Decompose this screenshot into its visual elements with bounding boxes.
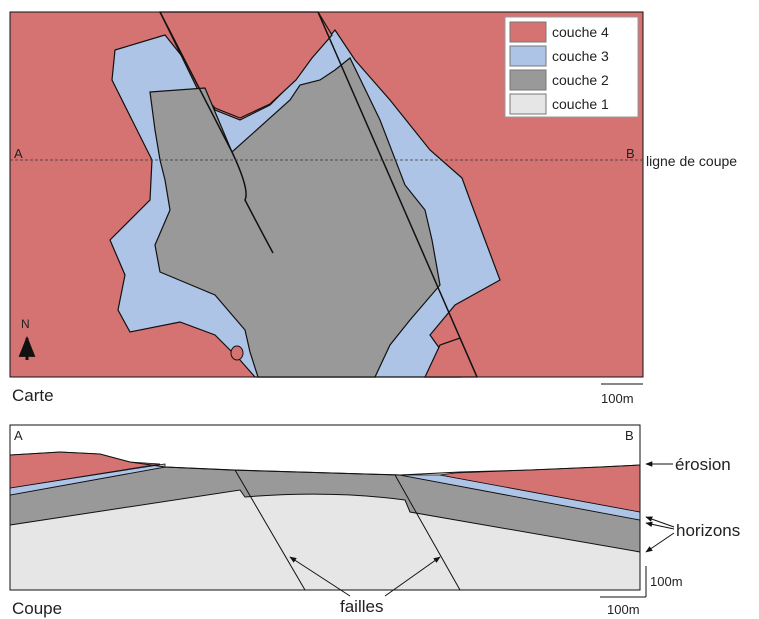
vertical-scale: 100m — [650, 574, 683, 589]
map: A B ligne de coupe N couche 4 couche 3 c… — [9, 11, 737, 406]
legend-label: couche 3 — [552, 48, 609, 64]
faults-label: failles — [340, 597, 383, 616]
legend-label: couche 2 — [552, 72, 609, 88]
legend-swatch — [509, 93, 547, 115]
fault — [234, 469, 306, 591]
fault — [231, 151, 274, 254]
fault — [394, 474, 461, 591]
layer-4-spot — [230, 345, 244, 361]
legend-swatch — [509, 21, 547, 43]
horizontal-scale: 100m — [607, 602, 640, 617]
section-line-label: ligne de coupe — [646, 153, 737, 169]
north-label: N — [21, 317, 30, 331]
arrow — [384, 556, 441, 597]
arrow — [645, 521, 675, 530]
section-frame — [9, 424, 641, 591]
legend: couche 4 couche 3 couche 2 couche 1 — [504, 16, 639, 118]
legend-swatch — [509, 45, 547, 67]
map-title: Carte — [12, 386, 54, 405]
legend-label: couche 1 — [552, 96, 609, 112]
map-frame — [9, 11, 644, 378]
section-title: Coupe — [12, 599, 62, 618]
legend-swatch — [509, 69, 547, 91]
fault — [317, 11, 478, 378]
layer-2 — [149, 57, 441, 378]
point-b: B — [625, 428, 634, 443]
horizons-label: horizons — [676, 521, 740, 540]
point-a: A — [14, 146, 23, 161]
point-b: B — [626, 146, 635, 161]
erosion-label: érosion — [675, 455, 731, 474]
surface — [9, 451, 641, 476]
section: A B érosion horizons failles 100m 100m C… — [9, 424, 740, 618]
point-a: A — [14, 428, 23, 443]
map-scale: 100m — [601, 391, 634, 406]
fault — [159, 11, 233, 153]
arrow — [645, 516, 675, 528]
arrow — [289, 556, 351, 597]
legend-label: couche 4 — [552, 24, 609, 40]
arrow — [645, 532, 675, 553]
